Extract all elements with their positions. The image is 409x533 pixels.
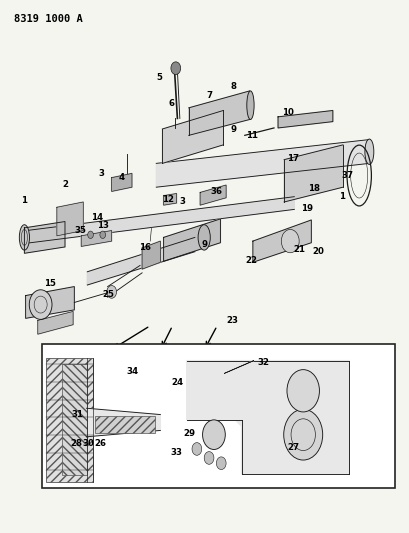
Polygon shape (81, 231, 111, 246)
Polygon shape (86, 408, 160, 437)
Polygon shape (283, 145, 342, 202)
Text: 32: 32 (257, 358, 269, 367)
Text: 15: 15 (44, 279, 56, 288)
Text: 25: 25 (102, 290, 114, 299)
Text: 24: 24 (171, 378, 183, 387)
Text: 26: 26 (94, 439, 106, 448)
Polygon shape (252, 220, 310, 262)
Text: 36: 36 (210, 187, 222, 196)
Text: 9: 9 (202, 240, 207, 249)
Text: 21: 21 (292, 245, 304, 254)
Text: 31: 31 (71, 410, 83, 419)
Polygon shape (156, 140, 369, 187)
Polygon shape (224, 361, 253, 373)
Polygon shape (111, 173, 132, 191)
Text: 23: 23 (226, 316, 238, 325)
Circle shape (283, 409, 322, 460)
Polygon shape (162, 110, 223, 164)
Text: 28: 28 (70, 439, 82, 448)
Ellipse shape (246, 91, 254, 119)
Text: 6: 6 (169, 99, 174, 108)
Text: 33: 33 (170, 448, 182, 457)
Text: 3: 3 (98, 169, 104, 179)
Text: 19: 19 (301, 204, 312, 213)
Polygon shape (163, 193, 176, 205)
Polygon shape (57, 202, 83, 236)
Polygon shape (186, 361, 348, 474)
Text: 18: 18 (307, 184, 319, 193)
Text: 8319 1000 A: 8319 1000 A (14, 14, 83, 24)
Text: 35: 35 (74, 226, 86, 235)
Text: 30: 30 (82, 439, 94, 448)
Text: 5: 5 (156, 73, 162, 82)
Polygon shape (188, 91, 249, 135)
Circle shape (100, 231, 105, 238)
Text: 8: 8 (230, 82, 236, 91)
Text: 17: 17 (287, 154, 299, 163)
Ellipse shape (19, 225, 29, 250)
Polygon shape (22, 197, 294, 244)
Circle shape (286, 369, 319, 412)
Polygon shape (25, 222, 65, 253)
Polygon shape (142, 241, 160, 269)
Text: 4: 4 (119, 173, 125, 182)
Text: 13: 13 (97, 221, 108, 230)
Ellipse shape (198, 225, 210, 250)
Text: 2: 2 (62, 180, 68, 189)
Polygon shape (163, 219, 220, 261)
Polygon shape (38, 311, 73, 334)
Text: 12: 12 (161, 196, 173, 204)
Circle shape (171, 62, 180, 75)
Text: 34: 34 (126, 367, 139, 376)
Circle shape (106, 286, 116, 298)
Text: 3: 3 (179, 198, 185, 206)
Text: 10: 10 (281, 108, 293, 117)
Text: 20: 20 (311, 247, 323, 256)
Text: 9: 9 (230, 125, 236, 133)
Circle shape (88, 231, 93, 238)
Circle shape (29, 290, 52, 319)
Circle shape (281, 230, 299, 253)
Bar (46, 358, 92, 482)
Circle shape (204, 451, 213, 464)
Text: 14: 14 (91, 213, 103, 222)
Text: 1: 1 (21, 196, 27, 205)
Text: 29: 29 (183, 429, 195, 438)
Text: 37: 37 (341, 171, 353, 180)
Circle shape (216, 457, 225, 470)
Circle shape (202, 420, 225, 449)
Ellipse shape (364, 139, 373, 165)
Text: 22: 22 (245, 256, 257, 265)
Text: 1: 1 (338, 192, 344, 200)
Polygon shape (87, 237, 194, 285)
Circle shape (191, 442, 201, 455)
Text: 11: 11 (245, 131, 257, 140)
Bar (62, 365, 87, 475)
Text: 27: 27 (287, 443, 299, 452)
Text: 7: 7 (205, 91, 211, 100)
Polygon shape (25, 287, 74, 318)
Bar (42, 344, 394, 488)
Polygon shape (200, 185, 225, 205)
Polygon shape (277, 110, 332, 128)
Bar (95, 416, 155, 433)
Text: 16: 16 (139, 244, 151, 253)
